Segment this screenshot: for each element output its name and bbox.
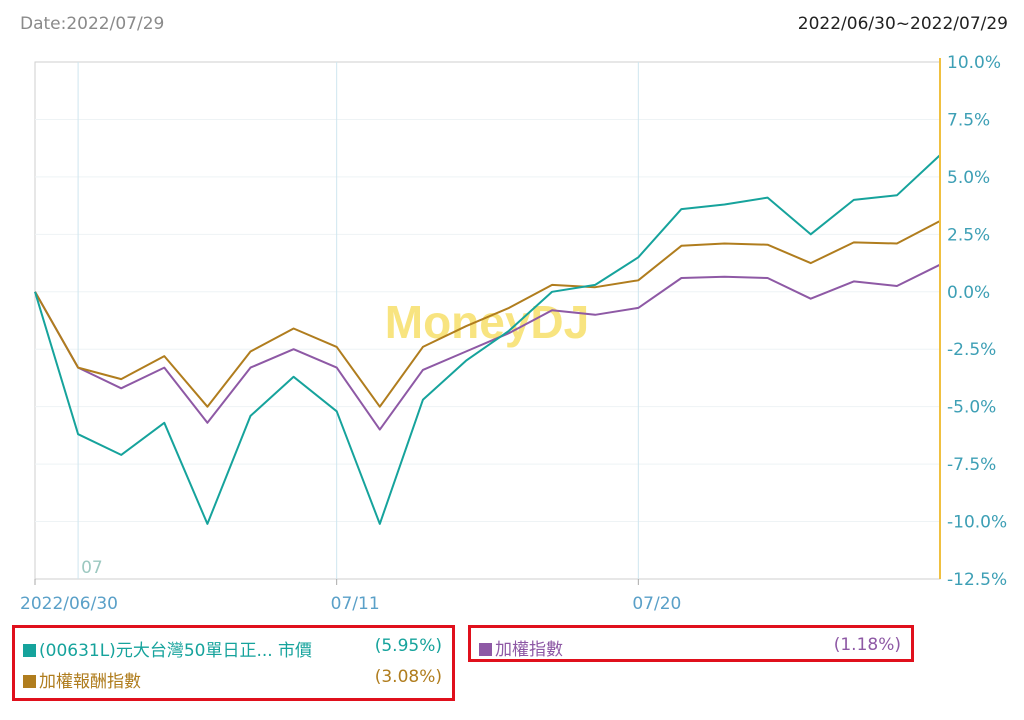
legend-box-right: 加權指數 (1.18%) [468,625,914,662]
date-label: Date:2022/07/29 [20,14,165,34]
x-tick-label: 2022/06/30 [20,594,118,614]
y-tick-label: 2.5% [947,225,990,245]
legend-label-taiex: 加權指數 [495,640,563,660]
legend-item-return-index[interactable]: 加權報酬指數 [23,667,141,692]
y-tick-label: -12.5% [947,570,1007,590]
y-tick-label: -5.0% [947,398,996,418]
series-line-2 [34,263,941,431]
legend-value-taiex: (1.18%) [833,635,901,655]
month-marker-label: 07 [81,558,103,578]
x-tick-label: 07/20 [632,594,681,614]
legend-box-left: (00631L)元大台灣50單日正... 市價 (5.95%) 加權報酬指數 (… [12,625,455,701]
grid [34,61,941,580]
series-line-0 [34,154,941,525]
y-tick-label: -7.5% [947,455,996,475]
watermark-text: MoneyDJ [385,296,589,348]
y-tick-label: 7.5% [947,110,990,130]
legend-swatch-return-index [23,675,36,688]
legend-label-return-index: 加權報酬指數 [39,672,141,692]
y-tick-label: -2.5% [947,340,996,360]
legend-label-etf: (00631L)元大台灣50單日正... 市價 [39,641,313,661]
line-chart: MoneyDJ 10.0% 7.5% 5.0% 2.5% 0.0% -2.5% -5.0% -… [20,53,1007,614]
y-tick-label: 0.0% [947,283,990,303]
legend-value-etf: (5.95%) [374,636,442,656]
axes: 10.0% 7.5% 5.0% 2.5% 0.0% -2.5% -5.0% -7.5% -10.… [20,53,1007,614]
y-tick-label: 10.0% [947,53,1001,73]
legend-item-etf[interactable]: (00631L)元大台灣50單日正... 市價 [23,636,312,661]
legend-item-taiex[interactable]: 加權指數 [479,635,563,660]
series-line-1 [34,220,941,408]
y-tick-label: -10.0% [947,513,1007,533]
y-tick-label: 5.0% [947,168,990,188]
series-lines [34,154,941,525]
x-tick-label: 07/11 [331,594,380,614]
date-range-label: 2022/06/30~2022/07/29 [797,14,1008,34]
legend-value-return-index: (3.08%) [374,667,442,687]
legend-swatch-etf [23,644,36,657]
legend-swatch-taiex [479,643,492,656]
